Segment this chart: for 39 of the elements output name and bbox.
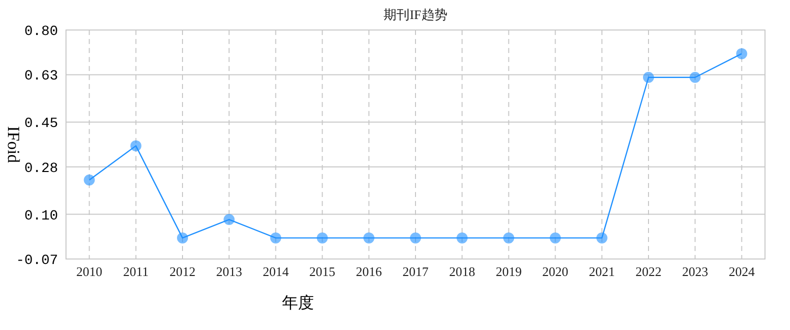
point: [84, 174, 95, 186]
point: [410, 232, 421, 244]
point: [130, 140, 142, 152]
y-tick-label: 0.80: [24, 24, 58, 40]
point: [550, 232, 561, 244]
x-tick-label: 2016: [356, 264, 382, 279]
x-tick-label: 2014: [262, 264, 290, 279]
x-tick-label: 2015: [309, 264, 336, 279]
y-tick-label: -0.07: [16, 253, 58, 269]
x-tick-label: 2018: [449, 264, 476, 279]
x-tick-label: 2023: [682, 264, 708, 279]
point: [503, 232, 514, 244]
x-axis-title: 年度: [282, 294, 314, 312]
y-axis-title: IFoid: [4, 126, 23, 164]
point: [177, 232, 188, 244]
x-tick-label: 2013: [216, 264, 242, 279]
point: [316, 232, 328, 244]
y-tick-label: 0.10: [24, 208, 58, 224]
point: [736, 48, 748, 60]
chart-title: 期刊IF趋势: [384, 7, 448, 22]
point: [456, 232, 468, 244]
y-tick-label: 0.28: [24, 160, 58, 177]
point: [270, 232, 282, 244]
x-tick-label: 2024: [728, 264, 756, 279]
point: [596, 232, 608, 244]
x-tick-label: 2019: [496, 264, 522, 279]
x-tick-label: 2010: [76, 264, 102, 279]
x-tick-label: 2012: [170, 264, 196, 279]
point: [643, 72, 654, 83]
point: [224, 214, 235, 226]
x-tick-label: 2017: [402, 264, 429, 279]
x-tick-label: 2020: [542, 264, 568, 279]
point: [690, 72, 701, 83]
y-tick-label: 0.45: [24, 116, 58, 132]
x-tick-label: 2021: [588, 264, 615, 279]
x-tick-label: 2022: [636, 264, 662, 279]
y-tick-label: 0.63: [24, 68, 58, 85]
x-tick-label: 2011: [123, 264, 149, 279]
point: [363, 232, 374, 244]
